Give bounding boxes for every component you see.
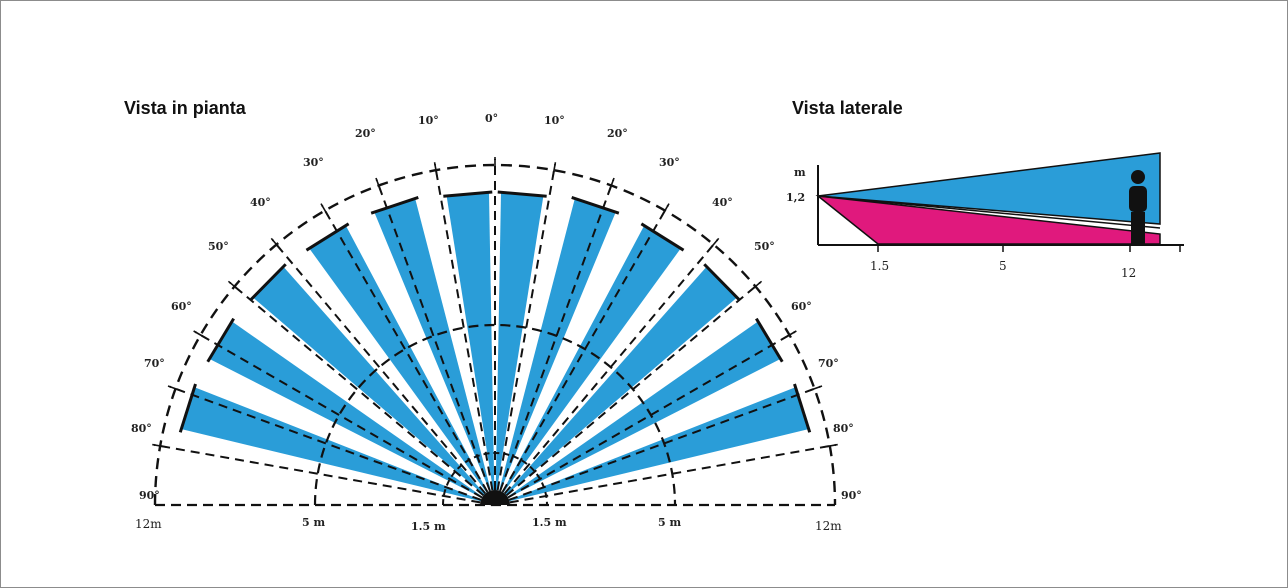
distance-label-left-12m: 12m: [135, 517, 162, 531]
angle-label-left-60: 60°: [171, 300, 192, 313]
y-axis-unit-label: m: [794, 166, 806, 179]
x-label-1-5: 1.5: [870, 259, 889, 273]
distance-label-left-5m: 5 m: [302, 516, 325, 529]
angle-label-right-10: 10°: [544, 114, 565, 127]
angle-label-right-80: 80°: [833, 422, 854, 435]
angle-label-right-50: 50°: [754, 240, 775, 253]
distance-label-right-5m: 5 m: [658, 516, 681, 529]
distance-label-left-1-5m: 1.5 m: [411, 520, 446, 533]
angle-label-left-40: 40°: [250, 196, 271, 209]
angle-label-right-30: 30°: [659, 156, 680, 169]
side-view: m 1,2 1.5 5 12: [786, 153, 1184, 280]
angle-label-right-40: 40°: [712, 196, 733, 209]
angle-tick: [809, 386, 822, 391]
x-label-5: 5: [999, 259, 1007, 273]
angle-label-center-0: 0°: [485, 112, 498, 125]
angle-label-right-70: 70°: [818, 357, 839, 370]
angle-tick: [321, 204, 328, 216]
x-label-12: 12: [1121, 266, 1136, 280]
angle-label-left-20: 20°: [355, 127, 376, 140]
plan-view: 90° 80° 70° 60° 50° 40° 30° 20° 10° 0° 1…: [131, 112, 862, 533]
angle-label-left-10: 10°: [418, 114, 439, 127]
angle-label-right-90: 90°: [841, 489, 862, 502]
angle-label-left-80: 80°: [131, 422, 152, 435]
angle-tick: [194, 331, 206, 338]
angle-label-left-30: 30°: [303, 156, 324, 169]
angle-label-left-90: 90°: [139, 489, 160, 502]
angle-label-left-50: 50°: [208, 240, 229, 253]
angle-label-right-20: 20°: [607, 127, 628, 140]
angle-label-right-60: 60°: [791, 300, 812, 313]
distance-label-right-1-5m: 1.5 m: [532, 516, 567, 529]
detection-beam: [496, 193, 544, 499]
mount-height-label: 1,2: [786, 191, 805, 204]
distance-label-right-12m: 12m: [815, 519, 842, 533]
angle-label-left-70: 70°: [144, 357, 165, 370]
